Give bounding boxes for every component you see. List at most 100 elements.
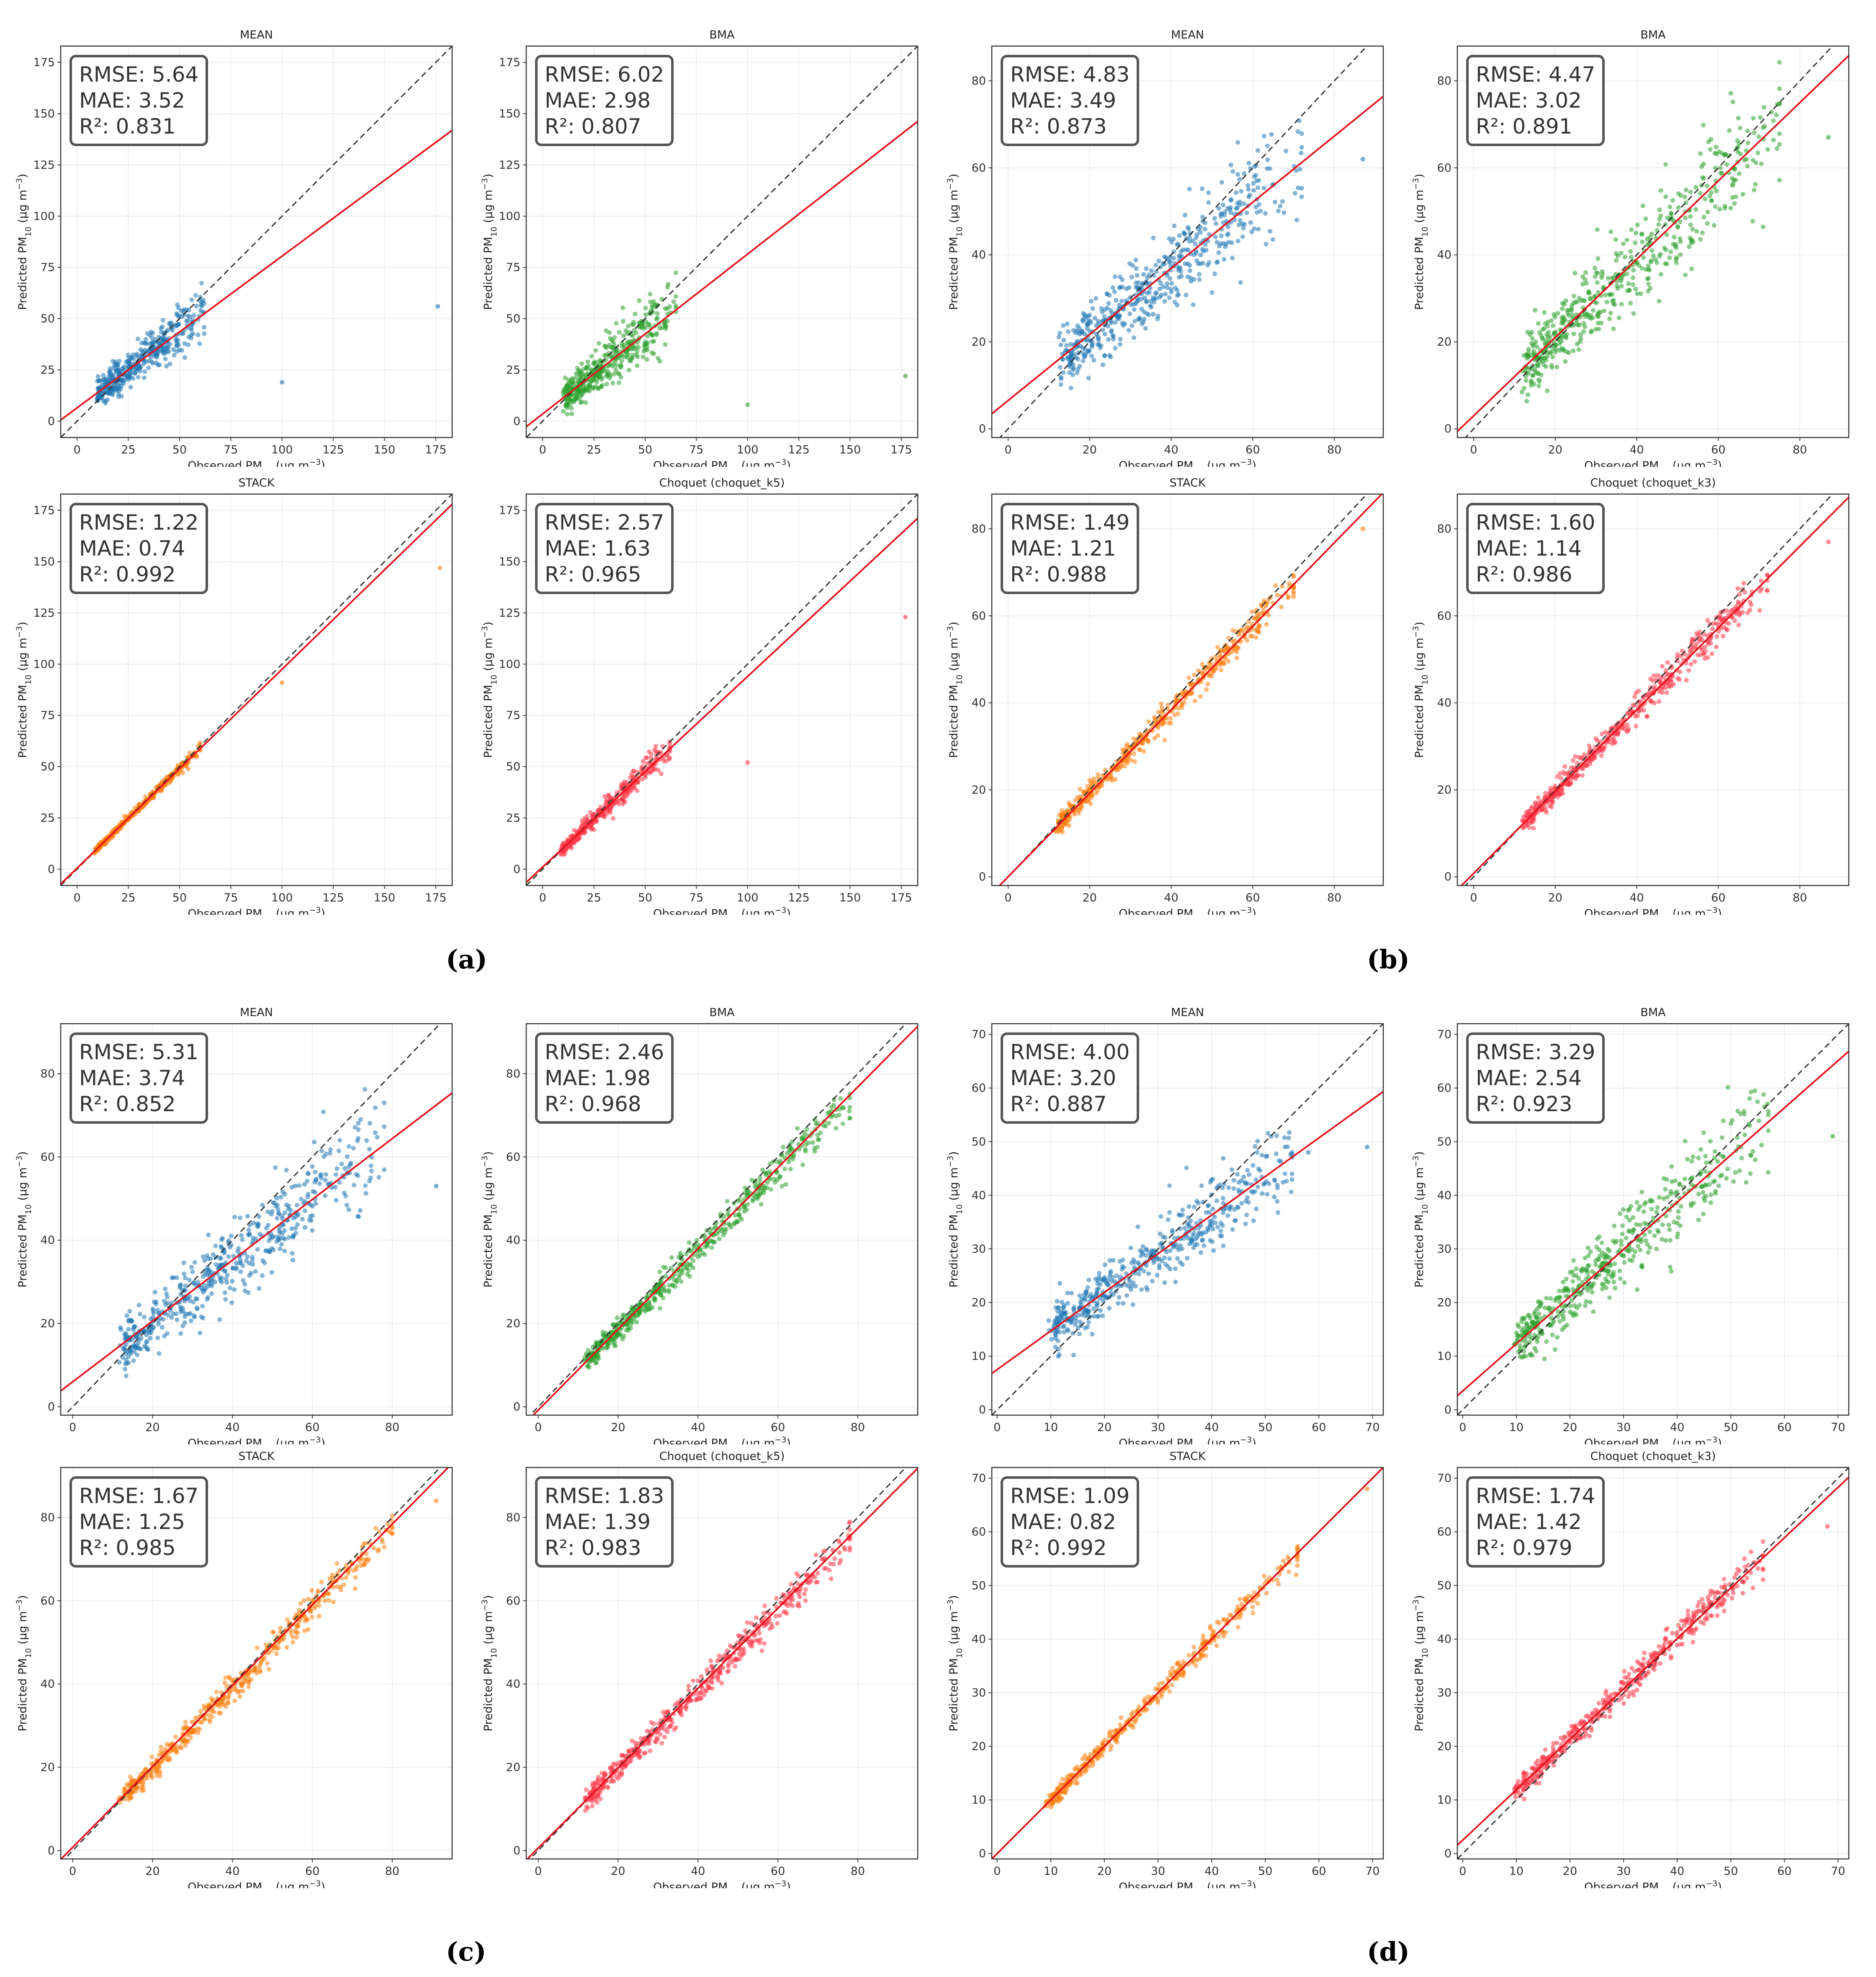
x-tick-label: 60 (771, 1421, 785, 1434)
data-point (1583, 270, 1588, 275)
data-point (1630, 703, 1635, 708)
data-point (604, 328, 609, 333)
data-point (578, 400, 583, 405)
y-tick-label: 20 (972, 335, 986, 348)
data-point (232, 1215, 237, 1220)
data-point (641, 354, 646, 359)
data-point (1249, 229, 1254, 234)
data-point (1280, 584, 1285, 589)
data-point (1058, 382, 1063, 387)
data-point (1663, 247, 1668, 252)
x-tick-label: 75 (689, 891, 703, 904)
data-point (620, 358, 625, 363)
data-point (278, 1194, 283, 1200)
data-point (1608, 229, 1614, 234)
data-point (224, 1277, 229, 1282)
data-point (568, 844, 573, 849)
x-tick-label: 50 (172, 891, 187, 904)
data-point (363, 1087, 368, 1092)
data-point (1159, 722, 1164, 727)
data-point (382, 1167, 387, 1172)
data-point (1120, 277, 1125, 282)
data-point (1564, 332, 1569, 337)
data-point (175, 340, 180, 345)
data-point (1554, 365, 1559, 370)
data-point (615, 371, 620, 376)
data-point (183, 1276, 188, 1281)
data-point (673, 294, 678, 299)
data-point (148, 1316, 153, 1321)
panel-label-b: (b) (1367, 944, 1410, 975)
data-point (1595, 280, 1600, 285)
data-point (1559, 306, 1565, 311)
data-point (1581, 329, 1586, 334)
data-point (335, 1166, 340, 1171)
data-point (1165, 285, 1170, 290)
data-point (229, 1300, 234, 1305)
data-point (687, 1240, 692, 1245)
fit-line (992, 95, 1383, 414)
data-point (1287, 581, 1292, 586)
data-point (1548, 350, 1553, 355)
data-point (256, 1222, 261, 1227)
x-axis-label: Observed PM10 (μg m−3) (188, 1435, 325, 1444)
x-tick-label: 0 (1004, 443, 1011, 456)
chart-title: STACK (1169, 476, 1206, 489)
data-point (1095, 334, 1100, 339)
data-point (1529, 804, 1534, 809)
data-point (1614, 283, 1619, 288)
data-point (218, 1278, 223, 1283)
data-point (604, 381, 609, 386)
data-point (136, 375, 141, 380)
data-point (1765, 573, 1770, 578)
data-point (1532, 382, 1537, 387)
data-point (1760, 125, 1765, 130)
data-point (310, 1228, 315, 1233)
data-point (1675, 676, 1680, 681)
data-point (758, 1179, 763, 1184)
data-point (649, 350, 654, 355)
data-point (178, 1282, 183, 1287)
data-point (240, 1263, 245, 1268)
data-point (1735, 149, 1740, 154)
data-point (1559, 335, 1565, 340)
outlier-point (903, 615, 908, 620)
y-tick-label: 80 (972, 75, 986, 88)
data-point (620, 353, 625, 358)
data-point (1102, 353, 1107, 358)
data-point (1183, 213, 1188, 218)
data-point (1639, 232, 1644, 237)
data-point (1572, 270, 1577, 275)
data-point (1526, 347, 1531, 352)
data-point (1155, 733, 1160, 738)
data-point (1095, 788, 1100, 793)
data-point (1253, 628, 1258, 633)
data-point (1683, 194, 1688, 199)
data-point (260, 1258, 265, 1263)
data-point (653, 744, 658, 749)
data-point (1730, 195, 1735, 200)
fit-line (526, 517, 918, 883)
data-point (1169, 289, 1174, 294)
data-point (302, 1208, 307, 1213)
data-point (1061, 370, 1066, 375)
data-point (1658, 272, 1663, 277)
fit-line (998, 494, 1383, 886)
data-point (355, 1214, 360, 1219)
data-point (1088, 801, 1093, 806)
data-point (1694, 229, 1699, 234)
data-point (1702, 632, 1707, 637)
data-point (1142, 317, 1147, 322)
data-point (364, 1138, 369, 1143)
data-point (726, 1207, 731, 1212)
data-point (1291, 594, 1296, 599)
y-tick-label: 60 (972, 162, 986, 175)
data-point (1240, 221, 1245, 227)
data-point (278, 1246, 283, 1251)
data-point (1065, 356, 1070, 361)
data-point (1676, 205, 1681, 210)
data-point (1683, 273, 1688, 278)
panel-label-c: (c) (446, 1936, 486, 1967)
